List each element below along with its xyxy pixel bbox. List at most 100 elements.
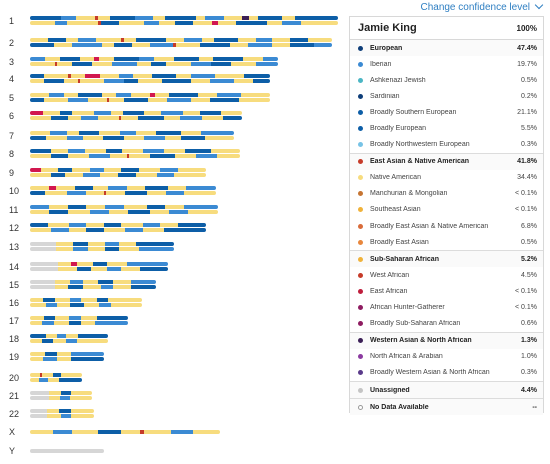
chromosome-copy[interactable] [30, 173, 206, 177]
ancestry-subregion-row[interactable]: Iberian 19.7% [350, 56, 543, 72]
ancestry-segment [151, 62, 167, 66]
ancestry-segment [46, 409, 60, 413]
ancestry-segment [182, 111, 200, 115]
chromosome-copy[interactable] [30, 430, 220, 434]
chromosome-copy[interactable] [30, 334, 108, 338]
ancestry-segment [66, 136, 84, 140]
ancestry-segment [133, 74, 153, 78]
chromosome-copy[interactable] [30, 449, 104, 453]
ancestry-region-row[interactable]: East Asian & Native American 41.8% [350, 152, 543, 170]
ancestry-region-row[interactable]: European 47.4% [350, 40, 543, 57]
ancestry-subregion-row[interactable]: Sardinian 0.2% [350, 88, 543, 104]
ancestry-subregion-row[interactable]: Native American 34.4% [350, 170, 543, 186]
chromosome-copy[interactable] [30, 98, 270, 102]
ancestry-subregion-row[interactable]: Broadly Northwestern European 0.3% [350, 137, 543, 153]
chromosome-copy[interactable] [30, 210, 218, 214]
ancestry-subregion-row[interactable]: Manchurian & Mongolian < 0.1% [350, 186, 543, 202]
ancestry-subregion-row[interactable]: Broadly European 5.5% [350, 120, 543, 136]
ancestry-segment [113, 43, 132, 47]
ancestry-segment [136, 62, 152, 66]
chromosome-copy[interactable] [30, 154, 240, 158]
chromosome-copy[interactable] [30, 136, 234, 140]
ancestry-segment [122, 149, 144, 153]
ancestry-subregion-row[interactable]: Broadly East Asian 0.5% [350, 234, 543, 250]
chromosome-copy[interactable] [30, 321, 128, 325]
chromosome-copy[interactable] [30, 43, 332, 47]
ancestry-subregion-row[interactable]: Broadly Western Asian & North African 0.3… [350, 365, 543, 381]
chromosome-copy[interactable] [30, 74, 270, 78]
chromosome-copy[interactable] [30, 79, 270, 83]
chromosome-copy[interactable] [30, 267, 168, 271]
chromosome-label: 5 [9, 93, 15, 103]
chromosome-copy[interactable] [30, 228, 206, 232]
ancestry-subregion-row[interactable]: Broadly Sub-Saharan African 0.6% [350, 316, 543, 332]
chromosome-copy[interactable] [30, 116, 242, 120]
ancestry-region-row[interactable]: Unassigned 4.4% [350, 380, 543, 399]
chromosome-copy[interactable] [30, 262, 168, 266]
chromosome-copy[interactable] [30, 285, 156, 289]
chromosome-copy[interactable] [30, 298, 142, 302]
ancestry-segment [30, 373, 41, 377]
chromosome-copy[interactable] [30, 396, 92, 400]
ancestry-segment [55, 285, 68, 289]
chromosome-copy[interactable] [30, 168, 206, 172]
ancestry-subregion-row[interactable]: Broadly Southern European 21.1% [350, 104, 543, 120]
chromosome-copy[interactable] [30, 247, 174, 251]
chromosome-copy[interactable] [30, 223, 206, 227]
ancestry-region-row[interactable]: Western Asian & North African 1.3% [350, 331, 543, 349]
ancestry-segment [173, 57, 199, 61]
chromosome-label: Y [9, 446, 16, 456]
ancestry-segment [164, 136, 181, 140]
chromosome-copy[interactable] [30, 186, 216, 190]
change-confidence-link[interactable]: Change confidence level [420, 0, 544, 13]
chromosome-copy[interactable] [30, 131, 234, 135]
chromosome-copy[interactable] [30, 378, 82, 382]
ancestry-segment [290, 43, 314, 47]
ancestry-segment [213, 57, 244, 61]
chromosome-copy[interactable] [30, 16, 338, 20]
ancestry-subregion-row[interactable]: North African & Arabian 1.0% [350, 349, 543, 365]
ancestry-subregion-row[interactable]: Broadly East Asian & Native American 6.8% [350, 218, 543, 234]
chromosome-copy[interactable] [30, 191, 216, 195]
chromosome-copy[interactable] [30, 21, 338, 25]
chromosome-copy[interactable] [30, 38, 332, 42]
chromosome-copy[interactable] [30, 414, 94, 418]
ancestry-region-row[interactable]: No Data Available -- [350, 398, 543, 416]
chromosome-copy[interactable] [30, 57, 278, 61]
chromosome-copy[interactable] [30, 149, 240, 153]
ancestry-subregion-row[interactable]: West African 4.5% [350, 267, 543, 283]
ancestry-segment [99, 74, 119, 78]
chromosome-label: 18 [9, 334, 20, 344]
ancestry-segment [82, 173, 101, 177]
ancestry-segment [43, 357, 57, 361]
ancestry-segment [156, 131, 181, 135]
chromosome-copy[interactable] [30, 409, 94, 413]
chromosome-copy[interactable] [30, 93, 270, 97]
chromosome-copy[interactable] [30, 62, 278, 66]
chromosome-copy[interactable] [30, 373, 82, 377]
ancestry-segment [44, 191, 68, 195]
chromosome-copy[interactable] [30, 339, 108, 343]
ancestry-segment [44, 79, 64, 83]
chromosome-copy[interactable] [30, 352, 104, 356]
chromosome-copy[interactable] [30, 205, 218, 209]
ancestry-region-row[interactable]: Sub-Saharan African 5.2% [350, 250, 543, 268]
ancestry-segment [69, 396, 92, 400]
ancestry-segment [164, 149, 186, 153]
ancestry-subregion-row[interactable]: East African < 0.1% [350, 283, 543, 299]
ancestry-segment [180, 136, 206, 140]
ancestry-subregion-row[interactable]: African Hunter-Gatherer < 0.1% [350, 300, 543, 316]
ancestry-subregion-row[interactable]: Ashkenazi Jewish 0.5% [350, 72, 543, 88]
chromosome-copy[interactable] [30, 391, 92, 395]
chromosome-copy[interactable] [30, 316, 128, 320]
chromosome-copy[interactable] [30, 280, 156, 284]
ancestry-segment [91, 62, 112, 66]
chromosome-copy[interactable] [30, 303, 142, 307]
ancestry-segment [289, 38, 308, 42]
ancestry-subregion-row[interactable]: Southeast Asian < 0.1% [350, 202, 543, 218]
ancestry-segment [30, 21, 55, 25]
chromosome-copy[interactable] [30, 242, 174, 246]
chromosome-copy[interactable] [30, 111, 242, 115]
chromosome-copy[interactable] [30, 357, 104, 361]
ancestry-segment [113, 280, 131, 284]
